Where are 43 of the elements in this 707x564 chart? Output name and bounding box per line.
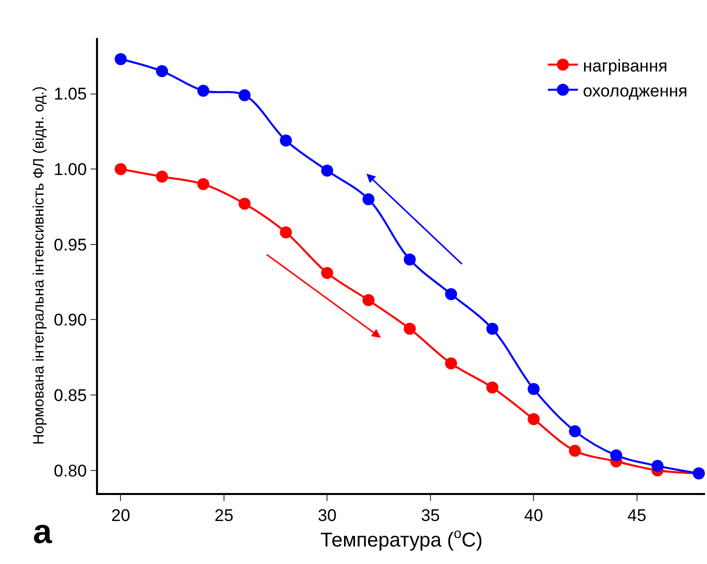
- point: [568, 425, 581, 438]
- x-tick-label: 25: [214, 506, 234, 526]
- point: [528, 413, 540, 426]
- y-axis-title: Нормована інтегральна інтенсивність ФЛ (відн. од.): [30, 86, 48, 445]
- point: [445, 357, 458, 370]
- point: [280, 226, 292, 238]
- x-tick-label: 30: [318, 506, 337, 526]
- point: [445, 288, 458, 300]
- point: [238, 89, 251, 102]
- point: [321, 164, 334, 177]
- text: a: [33, 513, 53, 551]
- point: [486, 382, 498, 394]
- point: [362, 294, 374, 306]
- point: [156, 170, 168, 183]
- y-tick-label: 1.05: [54, 84, 87, 104]
- point: [197, 84, 210, 97]
- point: [528, 383, 540, 396]
- point: [404, 253, 416, 266]
- y-tick-label: 0.90: [54, 310, 87, 330]
- point: [238, 198, 251, 210]
- x-tick-label: 40: [524, 506, 544, 526]
- x-axis-title: Температура ($^{o}$C): [320, 525, 483, 552]
- y-tick-label: 0.95: [54, 235, 87, 254]
- point: [114, 53, 127, 66]
- y-tick-label: 0.85: [54, 386, 87, 406]
- x-tick-label: 35: [420, 506, 440, 526]
- point: [114, 163, 127, 176]
- point: [404, 322, 416, 335]
- point: [156, 65, 168, 78]
- point: [652, 460, 664, 472]
- x-tick-label: 45: [627, 506, 646, 526]
- x-tick-label: 20: [111, 506, 130, 526]
- point: [362, 193, 374, 206]
- point: [197, 178, 210, 190]
- legend-label: нагрівання: [582, 56, 668, 76]
- y-tick-label: 0.80: [54, 461, 87, 480]
- y-tick-label: 1.00: [54, 160, 87, 180]
- point: [610, 449, 622, 462]
- point: [280, 134, 292, 146]
- legend-label: охолодження: [582, 81, 688, 100]
- point: [321, 267, 334, 280]
- point: [568, 444, 581, 457]
- point: [486, 322, 498, 335]
